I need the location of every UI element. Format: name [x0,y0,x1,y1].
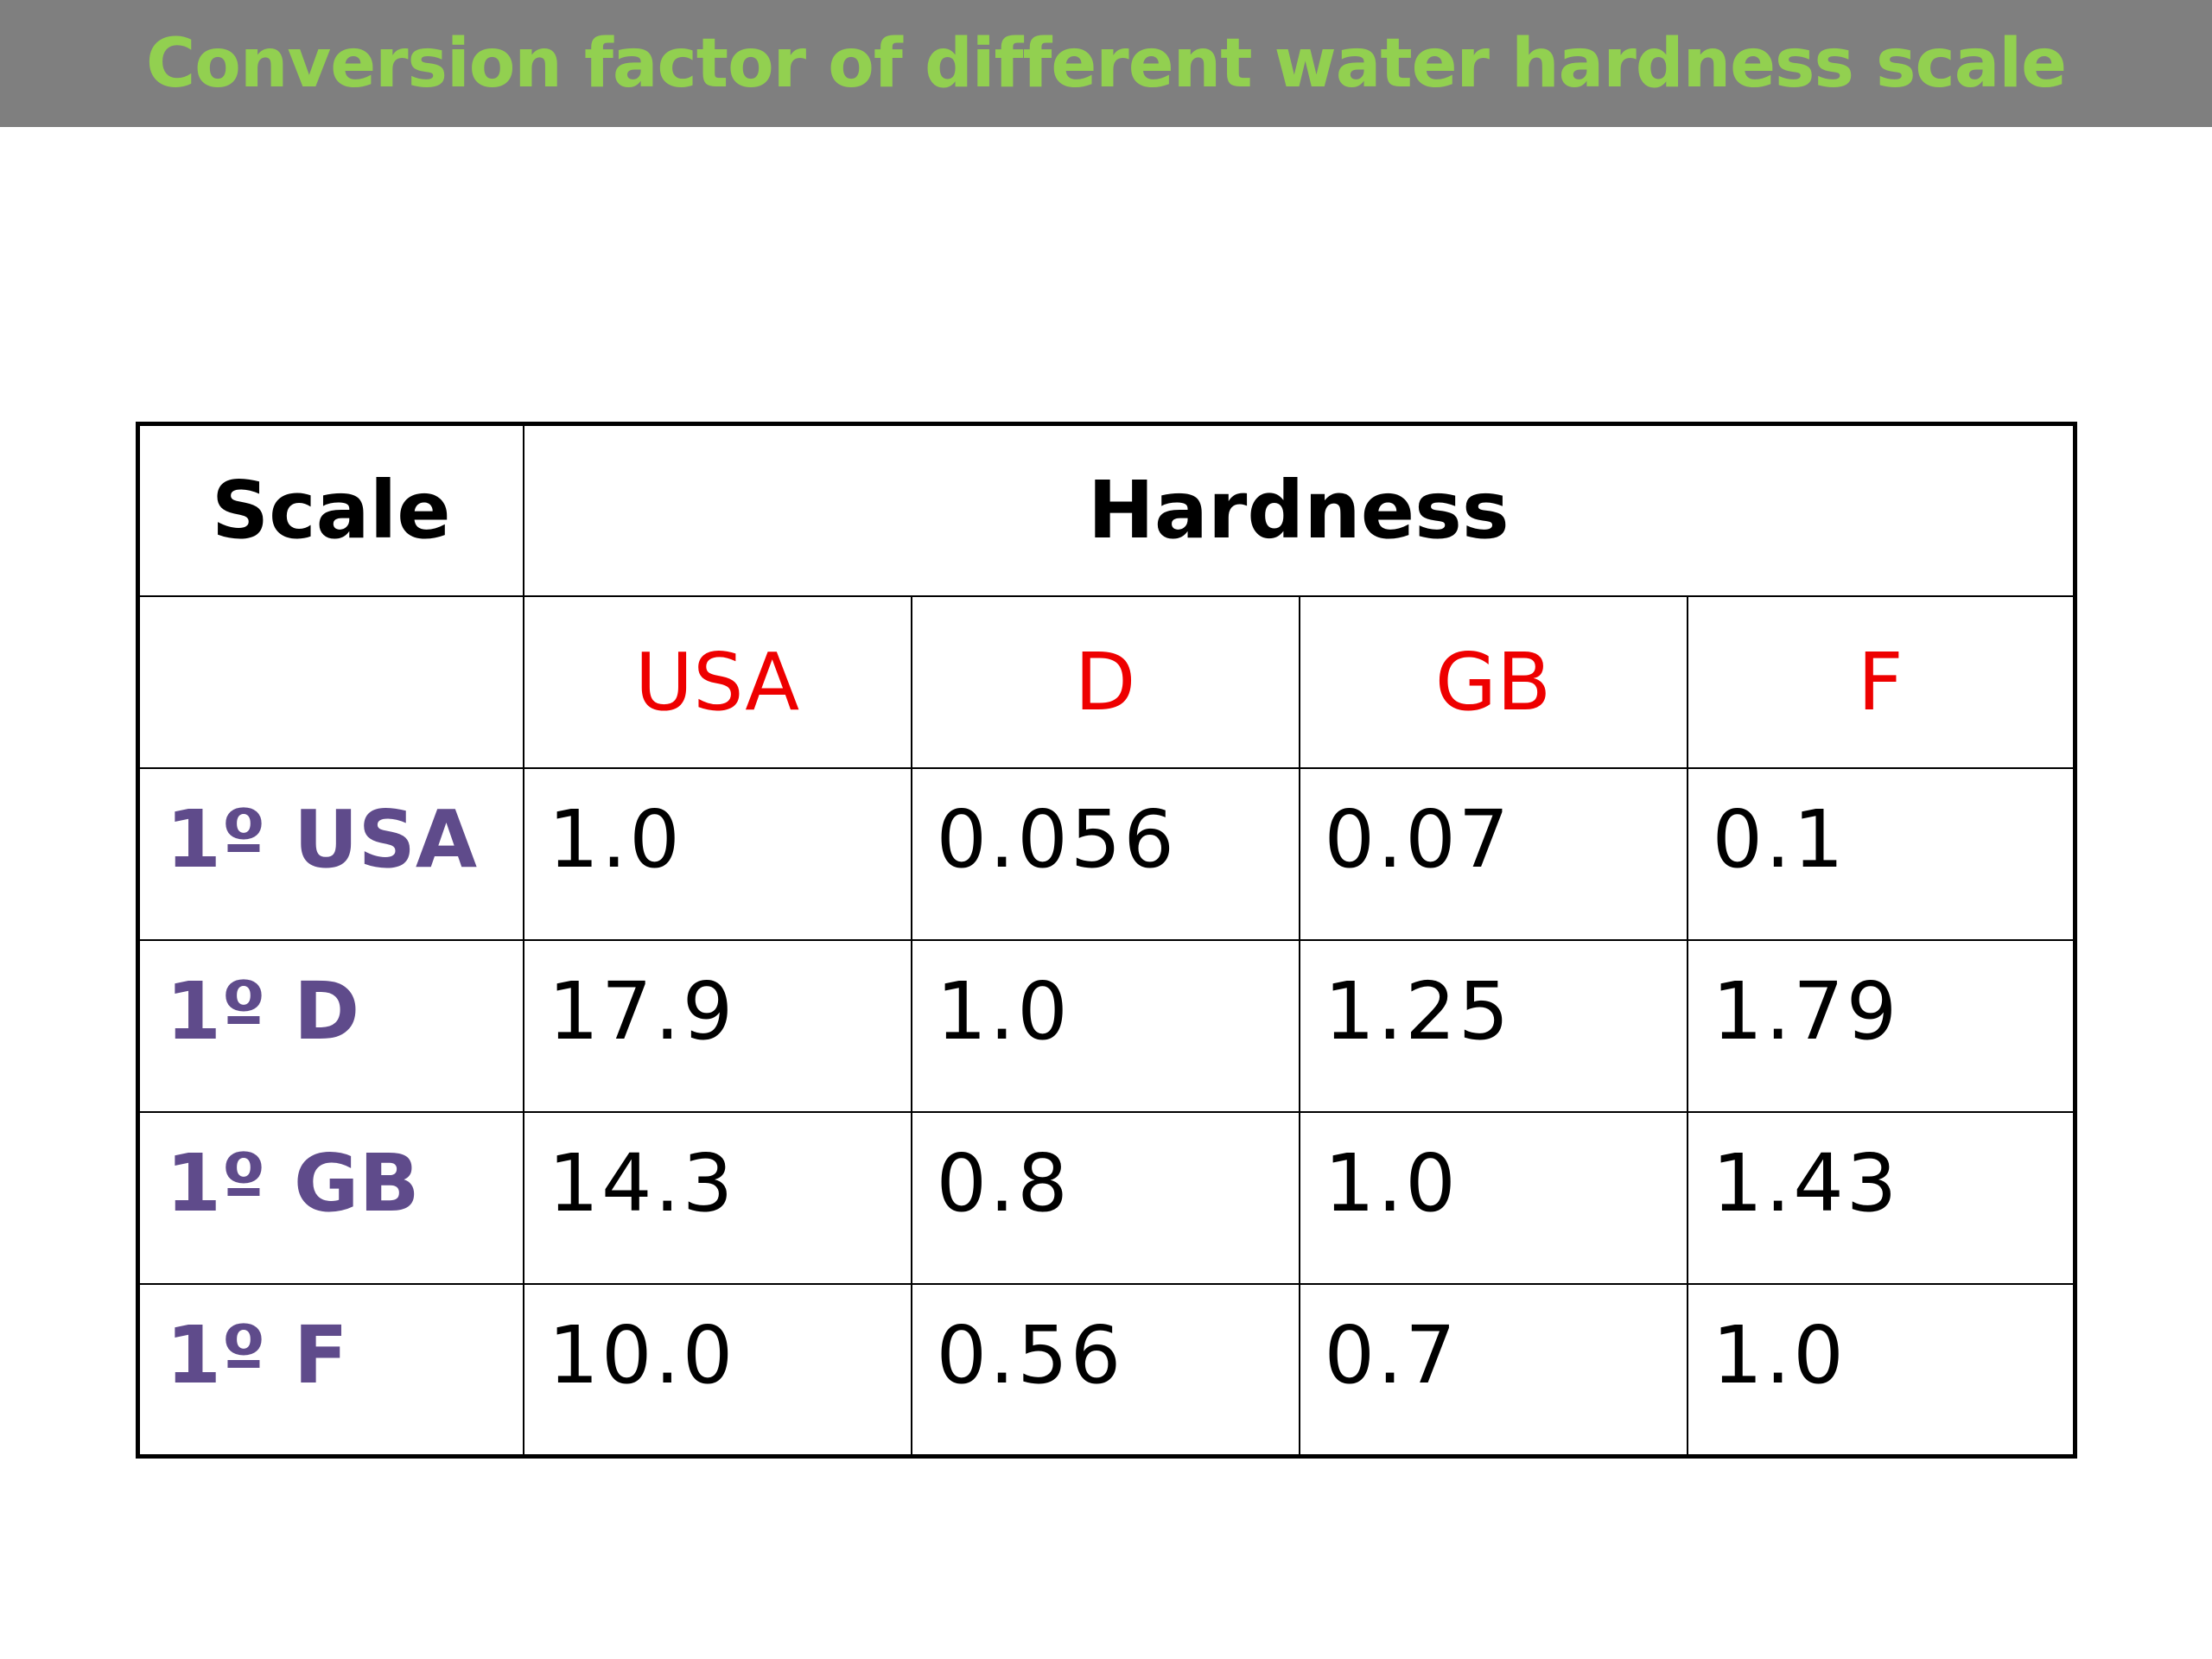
table-cell: 17.9 [522,938,912,1114]
table-cell: 0.7 [1298,1283,1688,1458]
hardness-header: Hardness [522,423,2076,597]
hardness-conversion-table: Scale Hardness USA D GB F 1º USA 1.0 0.0… [136,422,2078,1459]
table-row: 1º GB 14.3 0.8 1.0 1.43 [137,1111,2076,1286]
table-cell: 14.3 [522,1111,912,1286]
row-label-f: 1º F [137,1283,524,1458]
table-cell: 1.0 [910,938,1300,1114]
table-cell: 0.56 [910,1283,1300,1458]
table-cell: 0.8 [910,1111,1300,1286]
row-label-gb: 1º GB [137,1111,524,1286]
unit-header-row: USA D GB F [137,594,2076,769]
table-row: 1º D 17.9 1.0 1.25 1.79 [137,938,2076,1114]
slide-title: Conversion factor of different water har… [145,24,2067,103]
empty-corner-cell [137,594,524,769]
title-bar: Conversion factor of different water har… [0,0,2212,127]
scale-header: Scale [137,423,524,597]
table-row: 1º USA 1.0 0.056 0.07 0.1 [137,766,2076,941]
table-cell: 1.25 [1298,938,1688,1114]
table-cell: 1.79 [1686,938,2076,1114]
table-cell: 1.0 [522,766,912,941]
table-cell: 1.0 [1686,1283,2076,1458]
table-row: 1º F 10.0 0.56 0.7 1.0 [137,1283,2076,1458]
table-cell: 0.056 [910,766,1300,941]
unit-header-gb: GB [1298,594,1688,769]
table-cell: 1.0 [1298,1111,1688,1286]
table-cell: 1.43 [1686,1111,2076,1286]
unit-header-usa: USA [522,594,912,769]
table-header-row: Scale Hardness [137,423,2076,597]
unit-header-f: F [1686,594,2076,769]
table-cell: 10.0 [522,1283,912,1458]
row-label-d: 1º D [137,938,524,1114]
table-cell: 0.1 [1686,766,2076,941]
unit-header-d: D [910,594,1300,769]
table-cell: 0.07 [1298,766,1688,941]
row-label-usa: 1º USA [137,766,524,941]
